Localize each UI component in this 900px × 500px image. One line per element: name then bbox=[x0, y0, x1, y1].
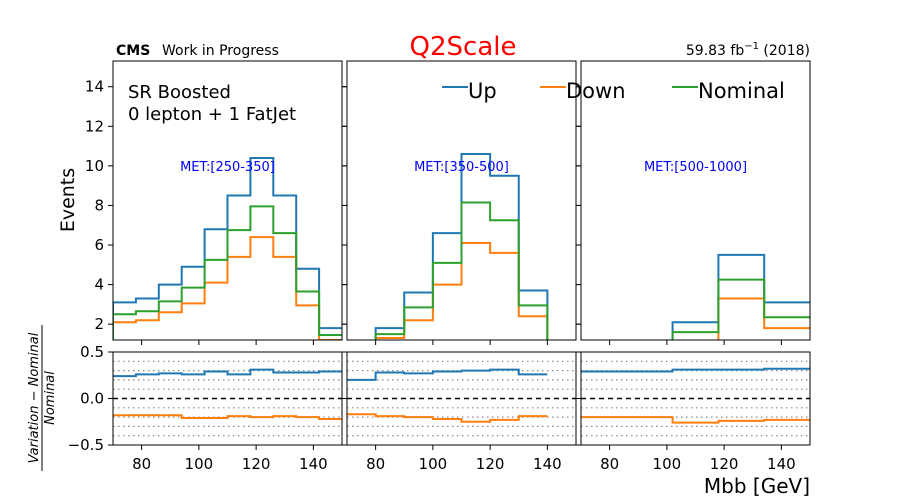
panel-label: MET:[350-500] bbox=[414, 160, 509, 175]
panels: 80 100 120 140 2 4 6 8 10 12 14 −0.5 0.0 0.5 MET:[250-… bbox=[68, 60, 811, 473]
series-nominal-line bbox=[374, 201, 549, 340]
x-tick-label: 100 bbox=[653, 455, 682, 473]
ratio-histograms bbox=[347, 368, 548, 423]
ratio-gridlines bbox=[581, 360, 810, 437]
luminosity-label: 59.83 fb−1 (2018) bbox=[686, 41, 810, 59]
legend-label: Down bbox=[566, 79, 626, 103]
y-tick-label: 8 bbox=[94, 196, 104, 214]
legend-item-up: Up bbox=[442, 79, 497, 103]
top-histograms bbox=[671, 253, 810, 340]
region-label: SR Boosted bbox=[128, 82, 231, 103]
ratio-y-tick-label: −0.5 bbox=[68, 436, 104, 454]
lumi-value: 59.83 fb bbox=[686, 43, 744, 59]
x-tick-label: 100 bbox=[185, 455, 214, 473]
ratio-y-tick-label: 0.0 bbox=[80, 390, 104, 408]
x-tick-label: 80 bbox=[132, 455, 151, 473]
selection-label: 0 lepton + 1 FatJet bbox=[128, 104, 296, 125]
legend: Up Down Nominal bbox=[442, 79, 785, 103]
ratio-down-line bbox=[113, 414, 342, 420]
series-down-line bbox=[374, 242, 549, 340]
x-tick-label: 140 bbox=[299, 455, 328, 473]
ratio-y-tick-label: 0.5 bbox=[80, 343, 104, 361]
panel-label: MET:[250-350] bbox=[180, 160, 275, 175]
y-axis-label-ratio-numerator: Variation − Nominal bbox=[27, 332, 42, 463]
legend-item-down: Down bbox=[540, 79, 626, 103]
top-frame bbox=[346, 60, 577, 341]
top-histograms bbox=[113, 156, 342, 340]
y-tick-label: 6 bbox=[94, 236, 104, 254]
x-axis-label: Mbb [GeV] bbox=[704, 474, 810, 498]
ratio-histograms bbox=[581, 367, 810, 424]
x-tick-label: 80 bbox=[600, 455, 619, 473]
y-axis-label-ratio-denominator: Nominal bbox=[43, 371, 58, 425]
series-nominal-line bbox=[113, 205, 342, 340]
y-tick-label: 4 bbox=[94, 276, 104, 294]
top-frame bbox=[580, 60, 811, 341]
ratio-up-line bbox=[347, 368, 548, 381]
x-tick-label: 120 bbox=[242, 455, 271, 473]
y-tick-label: 10 bbox=[85, 157, 104, 175]
y-tick-label: 14 bbox=[85, 78, 104, 96]
experiment-label: CMS bbox=[116, 43, 150, 59]
legend-item-nominal: Nominal bbox=[672, 79, 785, 103]
lumi-year: (2018) bbox=[759, 43, 810, 59]
ratio-up-line bbox=[113, 368, 342, 378]
y-axis-label-top: Events bbox=[57, 168, 79, 232]
lumi-exponent: −1 bbox=[744, 41, 759, 52]
status-label: Work in Progress bbox=[162, 43, 279, 59]
ratio-frame bbox=[112, 351, 343, 446]
panel-label: MET:[500-1000] bbox=[644, 160, 747, 175]
series-nominal-line bbox=[671, 278, 810, 340]
y-tick-label: 2 bbox=[94, 315, 104, 333]
series-up-line bbox=[671, 253, 810, 340]
x-tick-label: 140 bbox=[767, 455, 796, 473]
x-tick-label: 80 bbox=[366, 455, 385, 473]
chart-title: Q2Scale bbox=[410, 32, 517, 62]
x-tick-label: 100 bbox=[419, 455, 448, 473]
ratio-histograms bbox=[113, 368, 342, 420]
ratio-frame bbox=[580, 351, 811, 446]
ratio-down-line bbox=[347, 413, 548, 423]
panel-2: 80 100 120 140 MET:[350-500] bbox=[342, 60, 580, 473]
ratio-up-line bbox=[581, 367, 810, 373]
y-tick-label: 12 bbox=[85, 117, 104, 135]
x-tick-label: 140 bbox=[533, 455, 562, 473]
ratio-down-line bbox=[581, 416, 810, 424]
x-tick-label: 120 bbox=[710, 455, 739, 473]
series-up-line bbox=[374, 153, 549, 340]
legend-label: Up bbox=[468, 79, 497, 103]
top-frame bbox=[112, 60, 343, 341]
top-histograms bbox=[374, 153, 549, 340]
ratio-frame bbox=[346, 351, 577, 446]
x-tick-label: 120 bbox=[476, 455, 505, 473]
legend-label: Nominal bbox=[698, 79, 785, 103]
panel-3: 80 100 120 140 MET:[500-1000] bbox=[576, 60, 811, 473]
series-down-line bbox=[717, 297, 810, 340]
